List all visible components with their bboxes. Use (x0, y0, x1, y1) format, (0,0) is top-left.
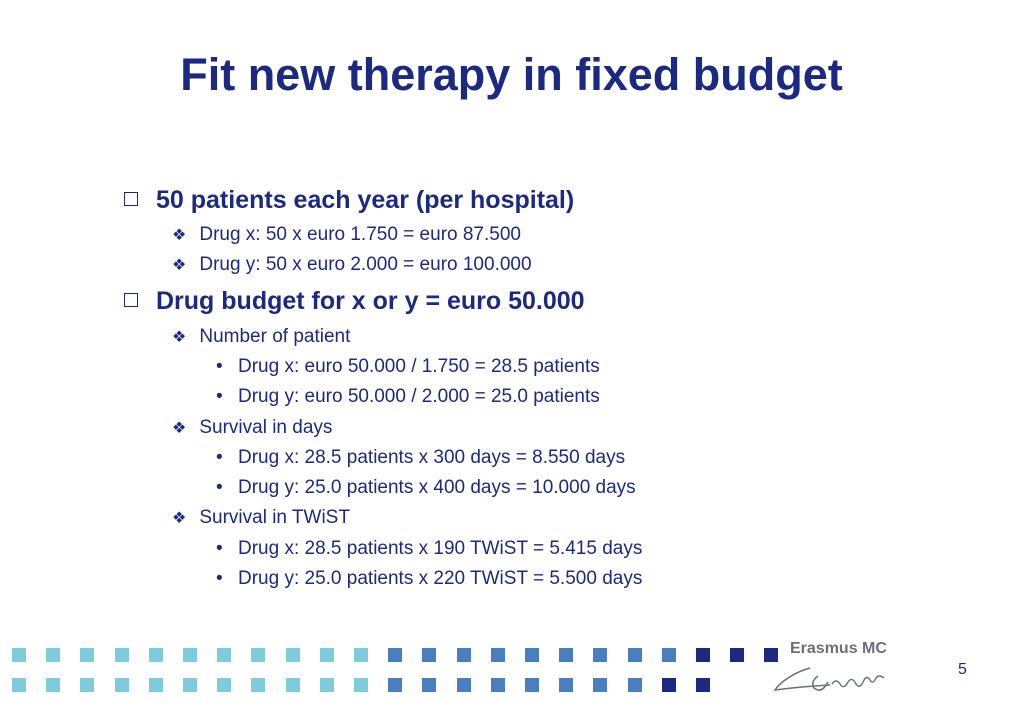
footer-square (183, 648, 197, 662)
footer-square (491, 648, 505, 662)
footer-square (696, 648, 710, 662)
footer-square (149, 648, 163, 662)
bullet-level3: • Drug y: euro 50.000 / 2.000 = 25.0 pat… (216, 386, 600, 408)
footer-square (80, 648, 94, 662)
dot-bullet-icon: • (216, 538, 223, 559)
footer-square (12, 678, 26, 692)
footer-square (80, 678, 94, 692)
footer-square (354, 648, 368, 662)
footer-square (320, 678, 334, 692)
bullet-level2: ❖ Survival in days (172, 417, 332, 439)
bullet-level2: ❖ Drug y: 50 x euro 2.000 = euro 100.000 (172, 254, 532, 276)
bullet-text: Drug y: 50 x euro 2.000 = euro 100.000 (199, 254, 532, 275)
footer-square (286, 678, 300, 692)
footer-square (559, 678, 573, 692)
footer-square (251, 678, 265, 692)
footer-square (628, 648, 642, 662)
footer-square (628, 678, 642, 692)
footer-square (388, 648, 402, 662)
footer-square (183, 678, 197, 692)
erasmus-signature-icon (773, 667, 885, 692)
footer-square (217, 678, 231, 692)
dot-bullet-icon: • (216, 447, 223, 468)
bullet-text: Number of patient (199, 326, 351, 347)
diamond-bullet-icon: ❖ (172, 227, 187, 244)
footer-square (115, 678, 129, 692)
bullet-level1: 50 patients each year (per hospital) (124, 186, 574, 215)
footer-square (388, 678, 402, 692)
bullet-text: Drug y: 25.0 patients x 220 TWiST = 5.50… (238, 568, 643, 589)
footer-square (217, 648, 231, 662)
bullet-text: Survival in days (199, 417, 333, 438)
bullet-text: Drug x: 50 x euro 1.750 = euro 87.500 (199, 224, 521, 245)
bullet-level3: • Drug x: 28.5 patients x 300 days = 8.5… (216, 447, 625, 469)
footer-square (457, 678, 471, 692)
footer-square (46, 648, 60, 662)
footer-square (662, 678, 676, 692)
dot-bullet-icon: • (216, 568, 223, 589)
footer-square (696, 678, 710, 692)
diamond-bullet-icon: ❖ (172, 510, 187, 527)
bullet-level2: ❖ Drug x: 50 x euro 1.750 = euro 87.500 (172, 224, 521, 246)
footer-square (491, 678, 505, 692)
footer-square (251, 648, 265, 662)
footer-square (593, 678, 607, 692)
footer-square (12, 648, 26, 662)
bullet-level3: • Drug y: 25.0 patients x 400 days = 10.… (216, 477, 636, 499)
bullet-level2: ❖ Number of patient (172, 326, 350, 348)
dot-bullet-icon: • (216, 386, 223, 407)
bullet-level3: • Drug x: euro 50.000 / 1.750 = 28.5 pat… (216, 356, 600, 378)
footer-square (662, 648, 676, 662)
footer-square (286, 648, 300, 662)
bullet-text: Drug x: 28.5 patients x 190 TWiST = 5.41… (238, 538, 643, 559)
footer-square (46, 678, 60, 692)
bullet-level1: Drug budget for x or y = euro 50.000 (124, 287, 585, 316)
slide-title: Fit new therapy in fixed budget (180, 49, 843, 100)
bullet-level3: • Drug y: 25.0 patients x 220 TWiST = 5.… (216, 568, 642, 590)
page-number: 5 (958, 661, 967, 678)
footer-square (525, 648, 539, 662)
footer-square (115, 648, 129, 662)
bullet-text: Survival in TWiST (199, 507, 350, 528)
footer-square (730, 648, 744, 662)
footer-square-pattern (0, 640, 1023, 708)
dot-bullet-icon: • (216, 356, 223, 377)
footer-square (354, 678, 368, 692)
footer-square (559, 648, 573, 662)
bullet-level3: • Drug x: 28.5 patients x 190 TWiST = 5.… (216, 538, 642, 560)
bullet-text: Drug budget for x or y = euro 50.000 (156, 287, 585, 315)
slide-content: 50 patients each year (per hospital) ❖ D… (124, 186, 642, 590)
dot-bullet-icon: • (216, 477, 223, 498)
bullet-text: Drug x: 28.5 patients x 300 days = 8.550… (238, 447, 626, 468)
diamond-bullet-icon: ❖ (172, 329, 187, 346)
diamond-bullet-icon: ❖ (172, 257, 187, 274)
bullet-text: Drug x: euro 50.000 / 1.750 = 28.5 patie… (238, 356, 600, 377)
footer-square (422, 678, 436, 692)
footer-square (320, 648, 334, 662)
footer-square (422, 648, 436, 662)
bullet-text: Drug y: 25.0 patients x 400 days = 10.00… (238, 477, 636, 498)
bullet-level2: ❖ Survival in TWiST (172, 507, 350, 529)
footer-square (149, 678, 163, 692)
checkbox-square-icon (124, 192, 138, 206)
footer-square (593, 648, 607, 662)
footer-square (764, 648, 778, 662)
footer-square (457, 648, 471, 662)
bullet-text: Drug y: euro 50.000 / 2.000 = 25.0 patie… (238, 386, 600, 407)
bullet-text: 50 patients each year (per hospital) (156, 186, 575, 214)
checkbox-square-icon (124, 293, 138, 307)
footer-square (525, 678, 539, 692)
erasmus-mc-logo: Erasmus MC (790, 640, 887, 657)
diamond-bullet-icon: ❖ (172, 420, 187, 437)
